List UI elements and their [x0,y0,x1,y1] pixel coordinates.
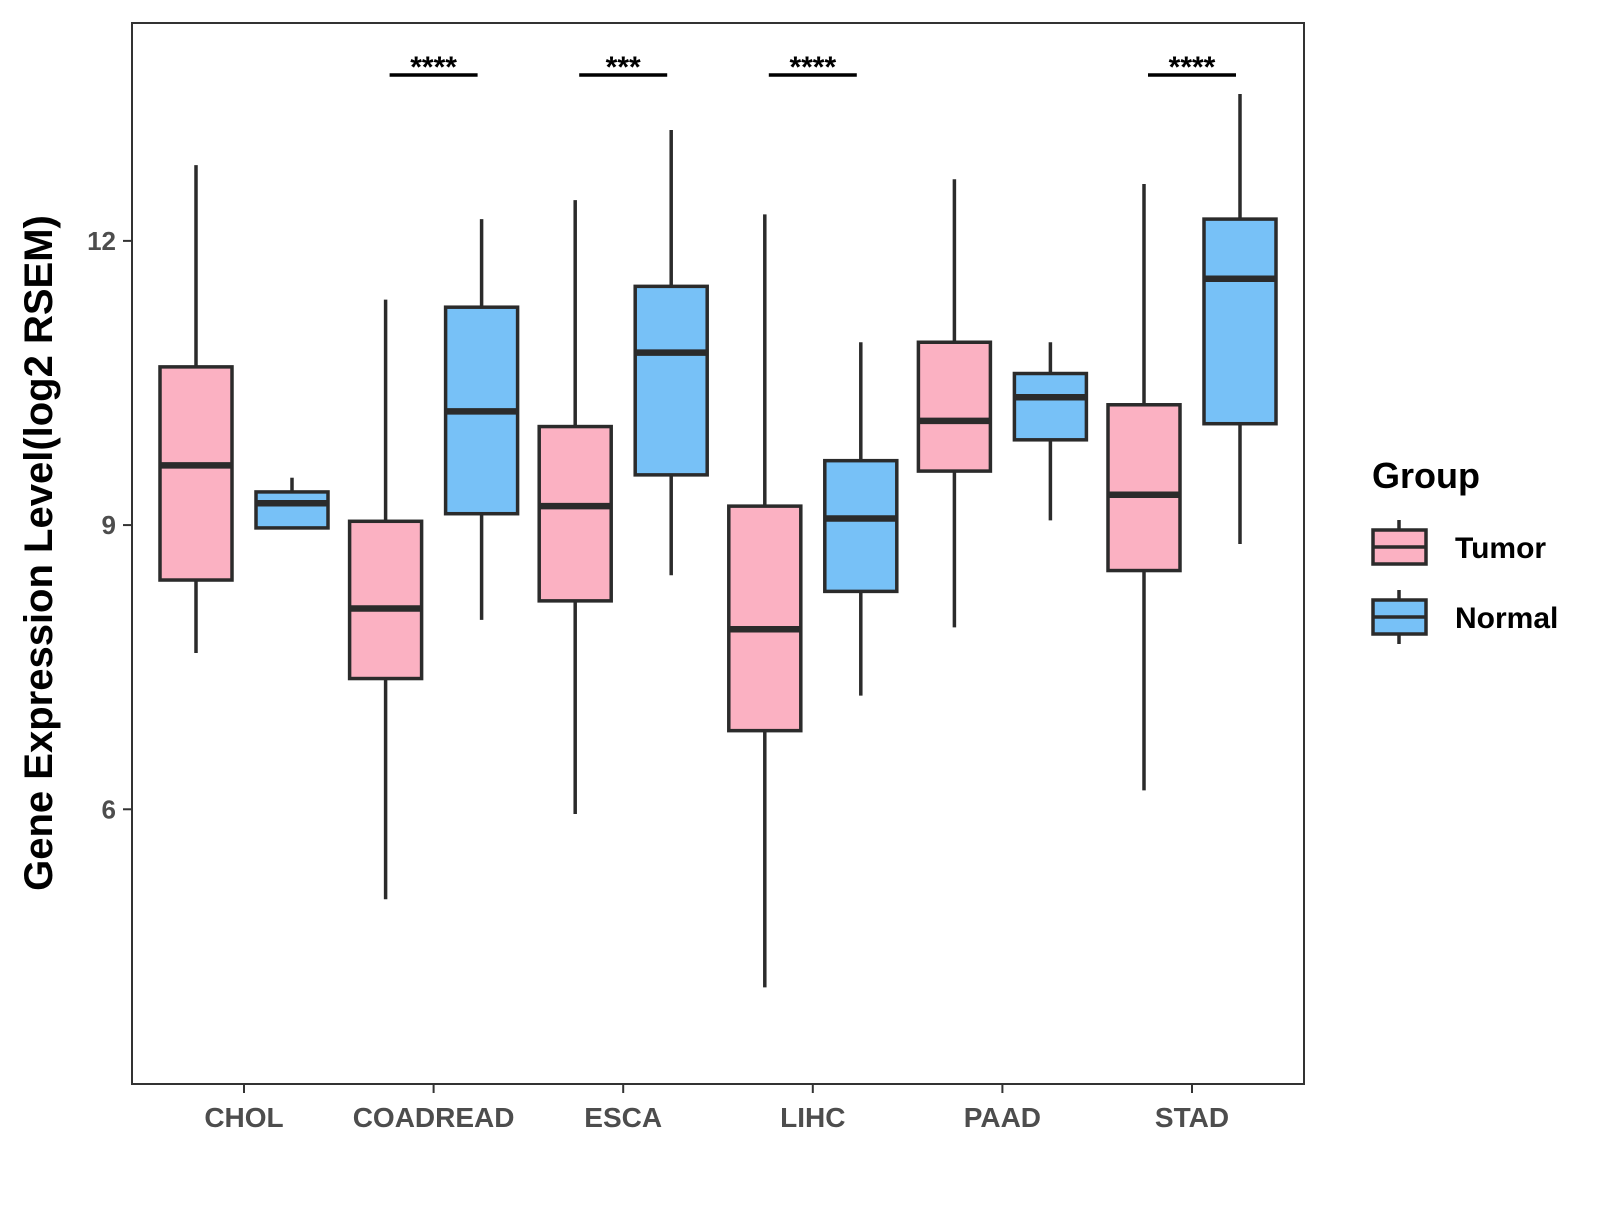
box-esca-tumor [537,424,613,603]
significance-label-coadread: **** [410,51,457,84]
boxes-layer [158,94,1278,988]
significance-layer: **** *** **** **** [389,51,1236,84]
box-stad-normal [1202,217,1278,426]
x-tick-label-paad: PAAD [964,1102,1041,1133]
box-chol-tumor [158,365,234,582]
y-tick-label-6: 6 [102,794,116,824]
box-chol-normal [254,490,330,530]
significance-label-esca: *** [606,51,641,84]
box-paad-normal [1012,371,1089,442]
legend-entries: Tumor Normal [1371,520,1558,644]
y-tick-label-9: 9 [102,510,116,540]
legend-label-tumor: Tumor [1455,532,1546,565]
legend: Group Tumor Normal [1371,455,1558,644]
x-tick-label-stad: STAD [1155,1102,1229,1133]
x-tick-label-esca: ESCA [584,1102,662,1133]
box-lihc-tumor [727,504,803,733]
x-tick-label-chol: CHOL [204,1102,283,1133]
legend-label-normal: Normal [1455,602,1558,635]
box-lihc-normal [823,458,899,594]
plot-panel-border [131,22,1305,1085]
axes-layer: 6 9 12 CHOL COADREAD ESCA LIHC PAAD STAD [87,226,1229,1133]
x-tick-label-coadread: COADREAD [353,1102,515,1133]
box-paad-tumor [916,340,993,473]
box-coadread-tumor [347,519,424,681]
x-tick-label-lihc: LIHC [780,1102,845,1133]
significance-label-lihc: **** [789,51,836,84]
significance-label-stad: **** [1169,51,1216,84]
legend-title: Group [1372,455,1480,496]
y-axis-title: Gene Expression Level(log2 RSEM) [17,215,61,891]
box-stad-tumor [1106,403,1182,573]
y-tick-label-12: 12 [87,226,116,256]
box-esca-normal [633,284,709,477]
